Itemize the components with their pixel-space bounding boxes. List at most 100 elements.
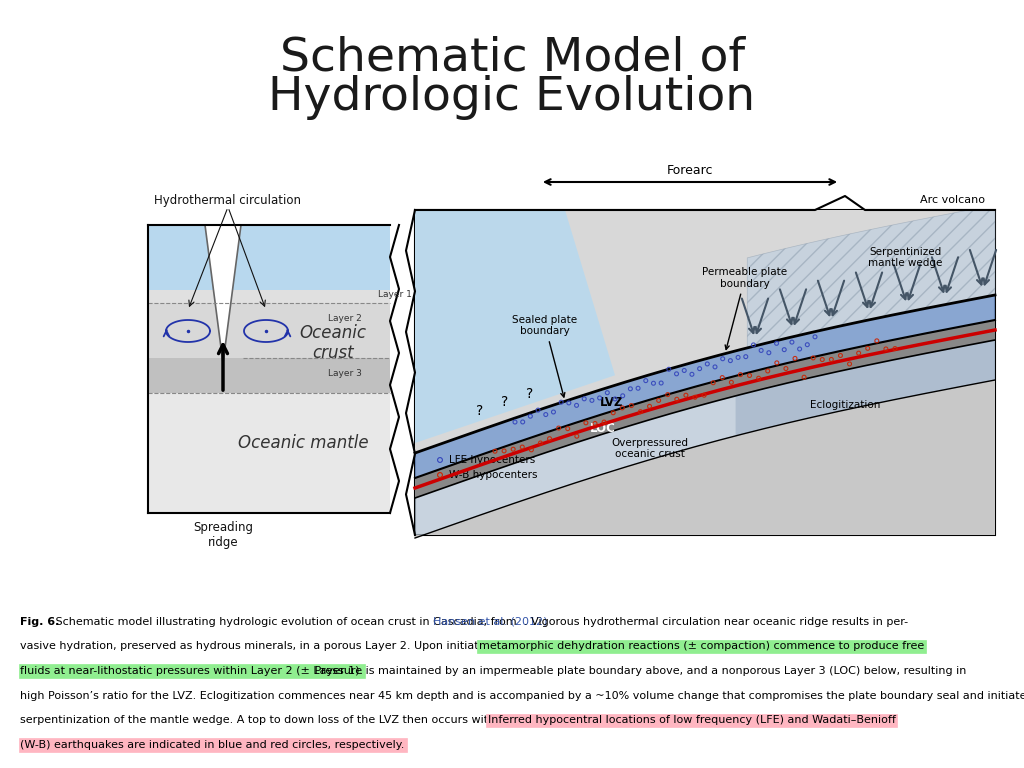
Point [714, 372, 730, 384]
Text: Layer 1: Layer 1 [378, 290, 412, 299]
Polygon shape [415, 210, 995, 453]
Point [737, 350, 754, 362]
Text: vasive hydration, preserved as hydrous minerals, in a porous Layer 2. Upon initi: vasive hydration, preserved as hydrous m… [20, 641, 583, 651]
Point [577, 392, 593, 405]
Text: W-B hypocenters: W-B hypocenters [449, 470, 538, 480]
Text: Fig. 6.: Fig. 6. [20, 617, 59, 627]
Text: ?: ? [526, 387, 534, 401]
Text: Serpentinized
mantle wedge: Serpentinized mantle wedge [867, 247, 942, 268]
Point [614, 389, 631, 402]
Point [632, 406, 648, 418]
Point [568, 399, 585, 412]
Point [786, 353, 803, 365]
Point [638, 375, 654, 387]
Point [542, 432, 558, 445]
Text: Layer 3: Layer 3 [328, 369, 361, 378]
Point [623, 382, 639, 395]
Point [669, 368, 685, 380]
Point [596, 416, 612, 429]
Point [783, 336, 800, 348]
Text: LOC: LOC [590, 422, 615, 435]
Point [730, 351, 746, 363]
Point [584, 394, 600, 406]
Point [599, 386, 615, 399]
Text: Oceanic mantle: Oceanic mantle [238, 434, 369, 452]
Point [842, 358, 858, 370]
Text: Inferred hypocentral locations of low frequency (LFE) and Wadati–Benioff: Inferred hypocentral locations of low fr… [487, 716, 896, 726]
Point [522, 410, 539, 422]
Point [614, 402, 631, 414]
Point [630, 382, 646, 395]
Point [807, 331, 823, 343]
Point [641, 400, 657, 412]
Point [859, 343, 876, 355]
Point [559, 422, 575, 435]
Point [532, 437, 549, 449]
Point [659, 389, 676, 401]
Point [653, 377, 670, 389]
Text: high Poisson’s ratio for the LVZ. Eclogitization commences near 45 km depth and : high Poisson’s ratio for the LVZ. Eclogi… [20, 690, 1024, 700]
Point [851, 347, 867, 359]
Text: fluids at near-lithostatic pressures within Layer 2 (± Layer 1).: fluids at near-lithostatic pressures wit… [20, 666, 364, 676]
Text: ?: ? [476, 404, 483, 418]
Polygon shape [415, 295, 995, 478]
Point [514, 441, 530, 453]
Point [678, 389, 694, 402]
Point [486, 445, 503, 458]
Polygon shape [415, 320, 995, 498]
Point [505, 443, 521, 455]
Text: (W-B) earthquakes are indicated in blue and red circles, respectively.: (W-B) earthquakes are indicated in blue … [20, 740, 404, 750]
Point [833, 349, 849, 362]
Text: Eclogitization: Eclogitization [810, 400, 881, 410]
Point [645, 377, 662, 389]
Polygon shape [735, 340, 995, 436]
Point [650, 394, 667, 406]
Point [741, 369, 758, 382]
Point [507, 416, 523, 429]
Point [432, 468, 449, 481]
Point [538, 409, 554, 421]
Point [605, 406, 622, 419]
Bar [148, 303, 390, 358]
Bar [148, 393, 390, 513]
Point [587, 417, 603, 429]
Text: Layer 2: Layer 2 [328, 314, 361, 323]
Bar [148, 358, 390, 393]
Point [751, 372, 767, 385]
Point [878, 343, 894, 355]
Text: Sealed plate
boundary: Sealed plate boundary [512, 315, 578, 397]
Text: . Vigorous hydrothermal circulation near oceanic ridge results in per-: . Vigorous hydrothermal circulation near… [524, 617, 908, 627]
Text: Oceanic
crust: Oceanic crust [299, 323, 367, 362]
Point [545, 406, 561, 418]
Point [792, 343, 808, 355]
Point [514, 415, 530, 428]
Point [496, 445, 512, 457]
Text: Hydrologic Evolution: Hydrologic Evolution [268, 75, 756, 121]
Point [523, 444, 540, 456]
Point [715, 353, 731, 365]
Point [529, 404, 546, 416]
Point [887, 343, 903, 355]
Text: LVZ: LVZ [600, 396, 624, 409]
Point [607, 392, 624, 405]
Text: Hansen et al. (2012): Hansen et al. (2012) [433, 617, 548, 627]
Point [578, 417, 594, 429]
Polygon shape [748, 210, 995, 348]
Point [669, 393, 685, 406]
Bar [148, 290, 390, 303]
Point [745, 339, 762, 351]
Point [592, 392, 608, 404]
Point [777, 362, 794, 375]
Point [823, 353, 840, 366]
Point [553, 396, 569, 409]
Text: Permeable plate
boundary: Permeable plate boundary [702, 267, 787, 349]
Point [799, 339, 815, 351]
Point [732, 369, 749, 381]
Point [676, 364, 692, 376]
Point [769, 356, 785, 369]
Point [624, 399, 640, 412]
Point [696, 389, 713, 402]
Text: Arc volcano: Arc volcano [920, 195, 985, 205]
Bar [415, 210, 995, 535]
Point [660, 363, 677, 376]
